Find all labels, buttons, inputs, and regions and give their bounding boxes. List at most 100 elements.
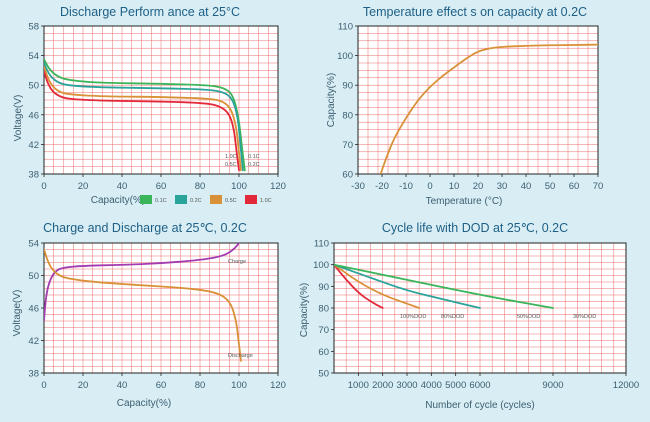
- x-tick-label: 30: [497, 181, 508, 192]
- y-tick-label: 42: [28, 140, 39, 151]
- y-tick-label: 58: [28, 22, 39, 33]
- y-tick-label: 38: [28, 369, 39, 380]
- x-tick-label: 40: [521, 181, 532, 192]
- x-axis-label: Capacity(%): [91, 195, 145, 206]
- series-line-02c: [44, 62, 244, 172]
- x-tick-label: 1000: [348, 380, 369, 391]
- x-tick-label: 6000: [469, 380, 490, 391]
- chart-title: Charge and Discharge at 25℃, 0.2C: [43, 221, 247, 235]
- legend-swatch: [140, 195, 152, 204]
- y-tick-label: 100: [313, 260, 329, 271]
- x-tick-label: 80: [195, 380, 206, 391]
- chart-title: Temperature effect s on capacity at 0.2C: [363, 5, 587, 19]
- y-tick-label: 54: [28, 239, 39, 250]
- x-tick-label: -30: [351, 181, 365, 192]
- legend-label: 1.0C: [260, 198, 272, 204]
- curve-annotation: 100%DOD: [400, 314, 426, 320]
- x-tick-label: 120: [270, 380, 286, 391]
- y-axis-label: Capacity(%): [326, 73, 337, 127]
- curve-annotation: 30%DOD: [573, 314, 596, 320]
- y-tick-label: 42: [28, 336, 39, 347]
- x-tick-label: 80: [195, 181, 206, 192]
- x-tick-label: 40: [117, 181, 128, 192]
- y-tick-label: 46: [28, 110, 39, 121]
- y-tick-label: 60: [318, 347, 329, 358]
- x-tick-label: 120: [270, 181, 286, 192]
- x-tick-label: 0: [427, 181, 432, 192]
- x-tick-label: 10: [449, 181, 460, 192]
- chart-cycle_life: Cycle life with DOD at 25℃, 0.2C 1000 2000…: [299, 221, 639, 411]
- y-tick-label: 50: [318, 369, 329, 380]
- grid-lines: [358, 26, 598, 174]
- chart-temperature: Temperature effect s on capacity at 0.2C…: [326, 5, 603, 207]
- x-tick-label: -10: [399, 181, 413, 192]
- y-tick-label: 70: [342, 140, 353, 151]
- series-line-80dod: [334, 263, 421, 309]
- x-tick-label: 20: [78, 181, 89, 192]
- y-tick-label: 46: [28, 304, 39, 315]
- x-tick-label: 60: [156, 380, 167, 391]
- y-tick-label: 80: [342, 110, 353, 121]
- y-tick-label: 80: [318, 304, 329, 315]
- y-tick-label: 90: [342, 81, 353, 92]
- y-axis-label: Voltage(V): [13, 95, 24, 142]
- curve-annotation: Charge: [228, 259, 246, 265]
- x-tick-label: 9000: [542, 380, 563, 391]
- y-tick-label: 60: [342, 170, 353, 181]
- series-group: [44, 243, 242, 362]
- x-tick-label: 20: [473, 181, 484, 192]
- y-tick-label: 50: [28, 271, 39, 282]
- series-group: [44, 58, 246, 172]
- chart-title: Discharge Perform ance at 25°C: [60, 5, 240, 19]
- legend-swatch: [175, 195, 187, 204]
- x-tick-label: 0: [41, 181, 46, 192]
- series-line-temperature: [379, 43, 598, 174]
- y-tick-label: 90: [318, 282, 329, 293]
- series-line-10c: [44, 71, 240, 172]
- legend-label: 0.2C: [190, 198, 202, 204]
- series-group: [379, 43, 598, 174]
- chart-charge_discharge: Charge and Discharge at 25℃, 0.2C 0 20 40 60…: [12, 221, 286, 409]
- curve-annotation: 0.1C: [248, 154, 260, 160]
- y-tick-label: 110: [338, 22, 353, 33]
- curve-annotation: 80%DOD: [441, 314, 464, 320]
- x-tick-label: 3000: [396, 380, 417, 391]
- series-line-100dod: [334, 263, 384, 309]
- x-tick-label: 70: [593, 181, 604, 192]
- x-tick-label: 2000: [372, 380, 393, 391]
- curve-annotation: 50%DOD: [517, 314, 540, 320]
- y-axis-label: Capacity(%): [299, 283, 310, 337]
- discharge-legend: 0.1C 0.2C 0.5C 1.0C: [140, 195, 272, 204]
- x-tick-label: 12000: [613, 380, 639, 391]
- y-tick-label: 50: [28, 81, 39, 92]
- series-line-charge: [44, 243, 240, 322]
- x-axis-label: Capacity(%): [117, 398, 171, 409]
- legend-label: 0.5C: [225, 198, 237, 204]
- chart-discharge: Discharge Perform ance at 25°C 0 20 40 60 80 1…: [13, 5, 286, 206]
- y-tick-label: 38: [28, 170, 39, 181]
- x-axis-label: Temperature (°C): [426, 196, 503, 207]
- series-line-50dod: [334, 263, 481, 309]
- x-tick-label: 100: [231, 181, 247, 192]
- series-group: [334, 263, 554, 309]
- series-line-discharge: [44, 248, 242, 362]
- chart-title: Cycle life with DOD at 25℃, 0.2C: [382, 221, 568, 235]
- x-tick-label: 60: [569, 181, 580, 192]
- legend-label: 0.1C: [155, 198, 167, 204]
- series-line-30dod: [334, 263, 554, 309]
- y-tick-label: 54: [28, 51, 39, 62]
- curve-annotation: 1.0C: [225, 154, 237, 160]
- curve-annotation: 0.5C: [225, 162, 237, 168]
- x-tick-label: 0: [41, 380, 46, 391]
- x-tick-label: 4000: [421, 380, 442, 391]
- x-tick-label: 100: [231, 380, 247, 391]
- x-tick-label: 40: [117, 380, 128, 391]
- curve-annotation: Discharge: [228, 353, 253, 359]
- x-tick-label: 50: [545, 181, 556, 192]
- legend-swatch: [210, 195, 222, 204]
- y-tick-label: 70: [318, 325, 329, 336]
- legend-swatch: [245, 195, 257, 204]
- x-axis-label: Number of cycle (cycles): [425, 400, 534, 411]
